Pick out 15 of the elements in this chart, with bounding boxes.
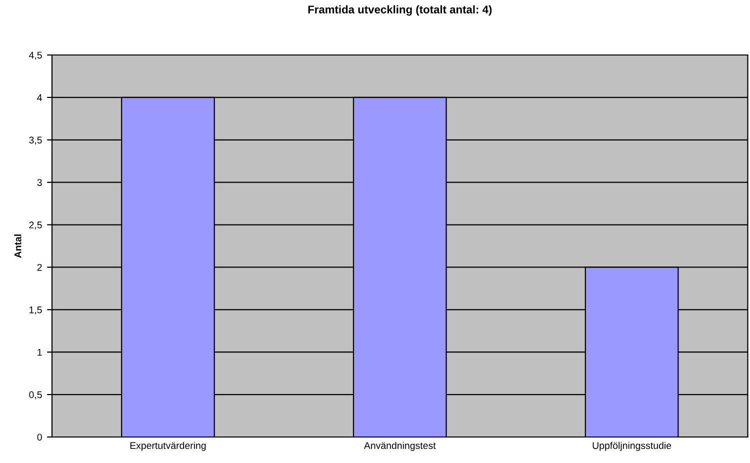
y-tick-label: 2 [37, 264, 42, 271]
y-tick-label: 4,5 [28, 52, 42, 60]
y-axis-title: Antal [14, 234, 22, 258]
chart-title: Framtida utveckling (totalt antal: 4) [308, 5, 492, 16]
y-tick-label: 3 [37, 179, 42, 186]
y-tick-label: 0,5 [29, 391, 42, 400]
x-tick-label: Användningstest [364, 442, 436, 451]
y-tick-label: 0 [37, 434, 42, 441]
y-tick-label: 1 [38, 348, 42, 356]
x-tick-label: Expertutvärdering [130, 442, 206, 451]
y-tick-label: 4 [37, 94, 42, 101]
y-tick-label: 2,5 [29, 222, 42, 230]
y-tick-label: 3,5 [29, 136, 42, 145]
y-tick-label: 1,5 [30, 306, 42, 314]
x-tick-label: Uppföljningsstudie [592, 442, 672, 451]
